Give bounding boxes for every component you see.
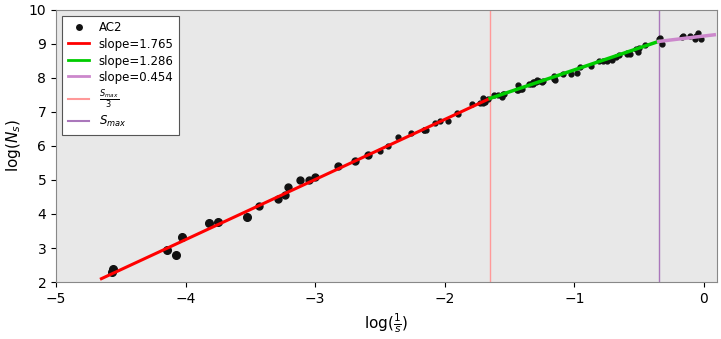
X-axis label: $\mathrm{log}(\frac{1}{s})$: $\mathrm{log}(\frac{1}{s})$ (364, 311, 409, 335)
Legend: AC2, slope=1.765, slope=1.286, slope=0.454, $\frac{S_{max}}{3}$, $S_{max}$: AC2, slope=1.765, slope=1.286, slope=0.4… (62, 16, 180, 135)
Y-axis label: $\mathrm{log}(N_s)$: $\mathrm{log}(N_s)$ (4, 119, 23, 173)
